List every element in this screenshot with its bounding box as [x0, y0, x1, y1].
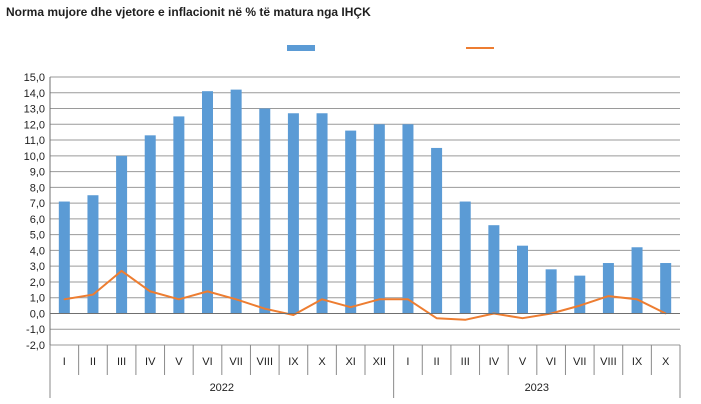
- line-point: [92, 293, 94, 296]
- y-tick-label: 9,0: [30, 167, 45, 179]
- line-point: [407, 298, 409, 301]
- group-label: 2022: [210, 382, 234, 394]
- y-tick-label: 8,0: [30, 182, 45, 194]
- x-tick-label: VI: [546, 356, 556, 368]
- x-tick-label: XI: [345, 356, 355, 368]
- bar: [517, 245, 528, 314]
- x-tick-label: V: [175, 356, 183, 368]
- bar: [345, 130, 357, 314]
- y-tick-label: 4,0: [30, 245, 45, 257]
- x-axis: I II III IV V VI VII VIII IX X XI XII I II III IV V VI VII…: [49, 77, 681, 398]
- x-tick-label: X: [318, 356, 326, 368]
- bar: [431, 147, 443, 314]
- bar: [631, 247, 643, 314]
- bar: [173, 116, 185, 314]
- line-point: [149, 290, 152, 293]
- bar: [287, 113, 299, 314]
- x-tick-label: IX: [288, 356, 299, 368]
- legend: [287, 45, 494, 51]
- y-tick-label: 3,0: [30, 261, 45, 273]
- x-tick-label: VIII: [257, 356, 274, 368]
- x-tick-label: VIII: [600, 356, 617, 368]
- line-point: [235, 298, 237, 301]
- x-tick-label: III: [461, 356, 470, 368]
- x-tick-label: VII: [573, 356, 586, 368]
- bar: [574, 275, 586, 314]
- x-tick-label: VI: [202, 356, 212, 368]
- x-tick-label: IV: [489, 356, 500, 368]
- line-point: [63, 298, 66, 301]
- y-tick-label: 5,0: [30, 230, 45, 242]
- line-point: [435, 317, 438, 320]
- y-tick-label: 7,0: [30, 198, 45, 210]
- x-tick-label: III: [117, 356, 126, 368]
- y-tick-label: 13,0: [24, 104, 45, 116]
- bar: [230, 89, 242, 314]
- line-point: [206, 290, 209, 293]
- bar: [459, 201, 471, 314]
- y-tick-label: 2,0: [30, 277, 45, 289]
- line-point: [464, 318, 467, 321]
- bar: [545, 269, 557, 314]
- line-point: [636, 298, 638, 301]
- bar: [144, 135, 156, 314]
- bar: [488, 225, 500, 314]
- group-label: 2023: [525, 382, 549, 394]
- bar: [202, 91, 213, 314]
- x-tick-label: II: [434, 356, 440, 368]
- x-tick-label: I: [406, 356, 409, 368]
- line-point: [578, 304, 581, 307]
- x-tick-label: XII: [373, 356, 386, 368]
- x-tick-label: IX: [632, 356, 643, 368]
- bar: [316, 113, 328, 314]
- line-point: [178, 298, 180, 301]
- legend-swatch-bars: [287, 45, 315, 51]
- y-tick-label: -1,0: [26, 324, 45, 336]
- line-point: [292, 314, 295, 316]
- y-tick-label: 15,0: [24, 72, 45, 84]
- bar: [402, 124, 414, 314]
- bar: [259, 108, 271, 314]
- x-tick-label: V: [519, 356, 527, 368]
- x-tick-label: VII: [229, 356, 242, 368]
- y-axis-tick-labels: 15,0 14,0 13,0 12,0 11,0 10,0 9,0 8,0 7,0 6,0 5,0 4…: [24, 72, 45, 352]
- y-tick-label: 10,0: [24, 151, 45, 163]
- x-tick-label: X: [662, 356, 670, 368]
- line-point: [120, 270, 123, 272]
- bar: [602, 263, 614, 314]
- line-point: [521, 317, 524, 320]
- x-tick-label: IV: [145, 356, 156, 368]
- gridlines: [50, 76, 680, 346]
- line-path: [64, 269, 667, 321]
- y-tick-label: 0,0: [30, 308, 45, 320]
- line-point: [349, 306, 352, 308]
- y-tick-label: 1,0: [30, 293, 45, 305]
- y-tick-label: 6,0: [30, 214, 45, 226]
- line-point: [263, 307, 266, 310]
- x-tick-label: II: [90, 356, 96, 368]
- bar: [660, 263, 672, 314]
- y-tick-label: -2,0: [26, 340, 45, 352]
- y-tick-label: 14,0: [24, 88, 45, 100]
- y-tick-label: 11,0: [24, 135, 45, 147]
- bar: [116, 155, 128, 314]
- line-point: [607, 295, 610, 297]
- line-point: [321, 298, 323, 301]
- bar: [58, 201, 70, 314]
- x-tick-label: I: [63, 356, 66, 368]
- bar: [373, 124, 385, 314]
- chart-title: Norma mujore dhe vjetore e inflacionit n…: [6, 5, 371, 19]
- bar-series: [58, 89, 672, 314]
- line-point: [378, 298, 381, 301]
- y-tick-label: 12,0: [24, 119, 45, 131]
- bar: [87, 195, 99, 314]
